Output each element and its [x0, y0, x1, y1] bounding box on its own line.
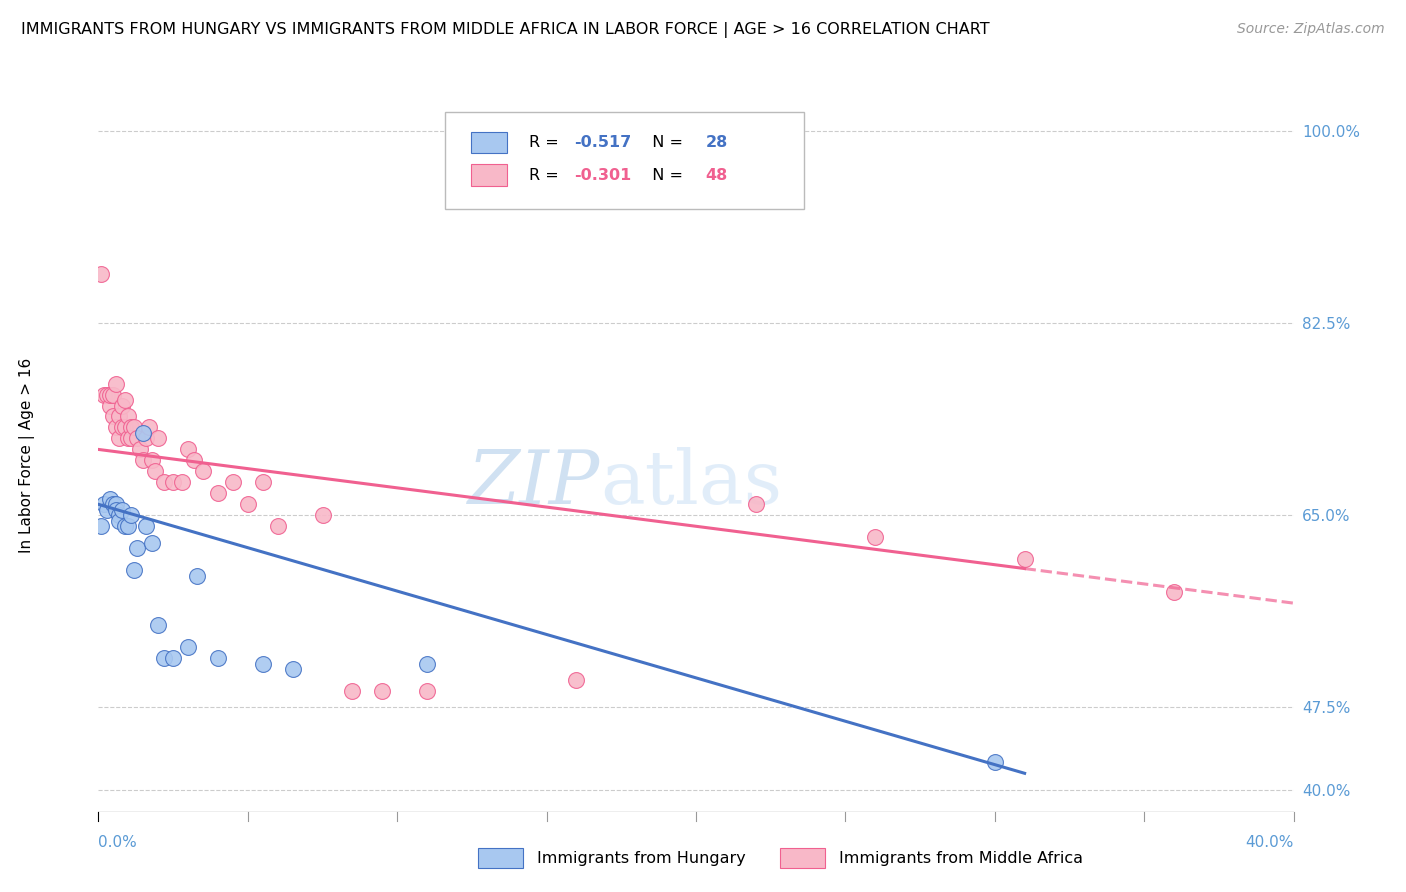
Point [177, 640, 200, 654]
Text: R =: R = [529, 135, 564, 150]
Point [865, 530, 887, 544]
FancyBboxPatch shape [780, 848, 825, 868]
Point [172, 475, 194, 490]
Text: 28: 28 [706, 135, 728, 150]
Point [108, 508, 131, 523]
Point [117, 519, 139, 533]
Point [103, 497, 125, 511]
FancyBboxPatch shape [471, 164, 508, 186]
Point [984, 756, 1007, 770]
Point [105, 497, 128, 511]
Point [207, 651, 229, 665]
Point [371, 684, 394, 698]
Point [162, 475, 184, 490]
Text: Source: ZipAtlas.com: Source: ZipAtlas.com [1237, 22, 1385, 37]
Text: N =: N = [643, 135, 689, 150]
Point [138, 420, 160, 434]
Point [105, 376, 128, 391]
Point [565, 673, 588, 687]
Point [252, 475, 274, 490]
Point [120, 432, 142, 446]
Point [127, 541, 149, 556]
Point [222, 475, 245, 490]
Point [114, 392, 136, 407]
Point [236, 497, 259, 511]
Text: 48: 48 [706, 168, 728, 183]
Text: -0.517: -0.517 [574, 135, 631, 150]
Point [207, 486, 229, 500]
Point [93, 497, 115, 511]
Point [252, 657, 274, 671]
Point [124, 420, 146, 434]
Point [108, 514, 131, 528]
Point [129, 442, 152, 457]
Point [93, 387, 115, 401]
Text: ZIP: ZIP [468, 447, 600, 520]
Point [416, 684, 439, 698]
Point [105, 420, 128, 434]
Point [96, 387, 118, 401]
Point [117, 409, 139, 424]
Point [153, 475, 176, 490]
Point [162, 651, 184, 665]
Point [148, 618, 170, 632]
Point [114, 420, 136, 434]
Point [1163, 585, 1185, 599]
Point [148, 432, 170, 446]
Point [186, 568, 208, 582]
Point [120, 420, 142, 434]
Point [96, 503, 118, 517]
Point [281, 662, 304, 676]
Text: -0.301: -0.301 [574, 168, 631, 183]
FancyBboxPatch shape [478, 848, 523, 868]
Point [183, 453, 205, 467]
FancyBboxPatch shape [471, 132, 508, 153]
Point [141, 453, 163, 467]
Text: 0.0%: 0.0% [98, 836, 138, 850]
Point [105, 503, 128, 517]
Point [103, 387, 125, 401]
Point [100, 399, 122, 413]
Point [132, 425, 155, 440]
Point [90, 267, 112, 281]
Point [141, 535, 163, 549]
Point [342, 684, 364, 698]
Point [311, 508, 333, 523]
Point [135, 432, 157, 446]
Point [117, 432, 139, 446]
Text: 40.0%: 40.0% [1246, 836, 1294, 850]
Point [108, 409, 131, 424]
Point [100, 491, 122, 506]
Text: R =: R = [529, 168, 564, 183]
Text: Immigrants from Middle Africa: Immigrants from Middle Africa [839, 851, 1084, 865]
FancyBboxPatch shape [444, 112, 804, 209]
Point [153, 651, 176, 665]
Text: atlas: atlas [600, 447, 783, 520]
Point [111, 420, 134, 434]
Point [1014, 552, 1036, 566]
Point [124, 563, 146, 577]
Point [127, 432, 149, 446]
Point [120, 508, 142, 523]
Point [108, 432, 131, 446]
Point [111, 399, 134, 413]
Point [90, 519, 112, 533]
Point [103, 409, 125, 424]
Point [745, 497, 768, 511]
Text: Immigrants from Hungary: Immigrants from Hungary [537, 851, 745, 865]
Text: In Labor Force | Age > 16: In Labor Force | Age > 16 [18, 358, 35, 552]
Point [100, 387, 122, 401]
Point [114, 519, 136, 533]
Point [143, 464, 166, 478]
Point [416, 657, 439, 671]
Text: IMMIGRANTS FROM HUNGARY VS IMMIGRANTS FROM MIDDLE AFRICA IN LABOR FORCE | AGE > : IMMIGRANTS FROM HUNGARY VS IMMIGRANTS FR… [21, 22, 990, 38]
Point [177, 442, 200, 457]
Point [132, 453, 155, 467]
Point [135, 519, 157, 533]
Point [111, 503, 134, 517]
Point [191, 464, 214, 478]
Point [267, 519, 290, 533]
Text: N =: N = [643, 168, 689, 183]
